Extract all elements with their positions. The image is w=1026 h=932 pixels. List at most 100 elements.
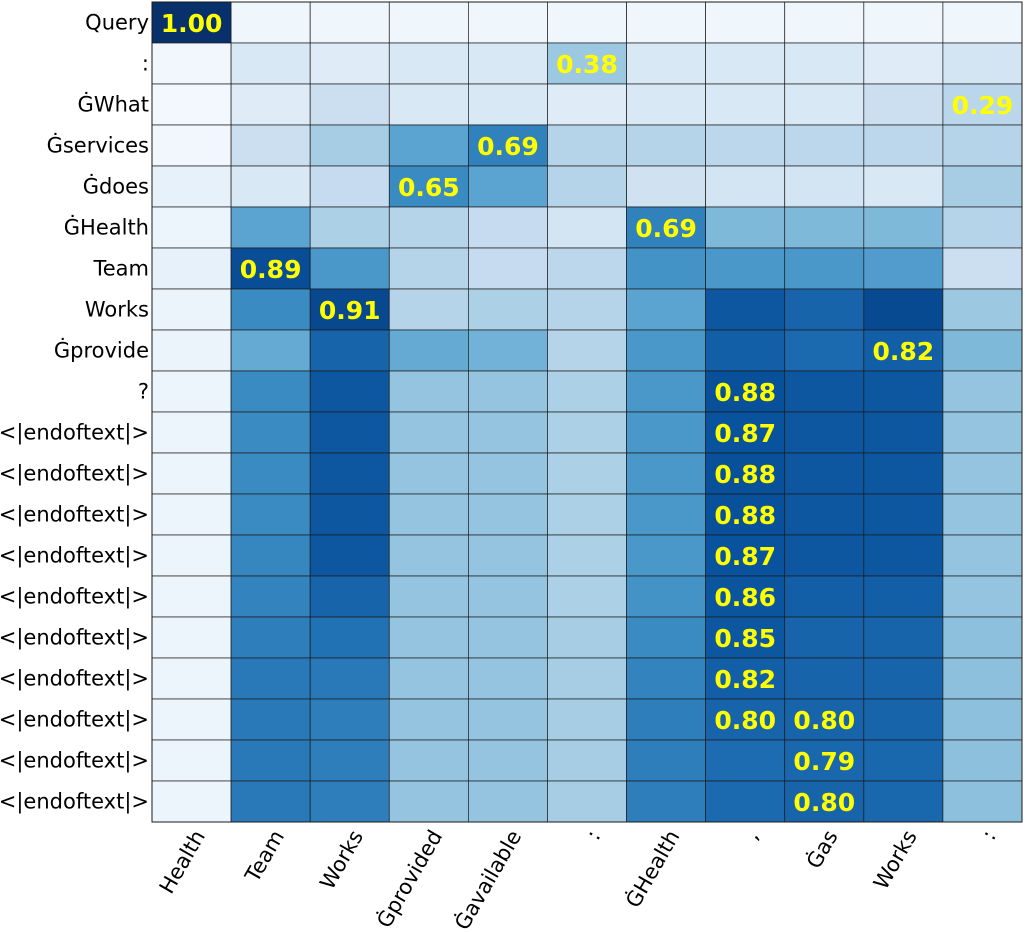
heatmap-cell: [468, 534, 548, 577]
heatmap-cell: [705, 534, 786, 577]
heatmap-cell: [942, 411, 1023, 454]
cell-value-label: 0.82: [714, 665, 776, 694]
heatmap-cell: [309, 534, 390, 577]
heatmap-cell: [863, 534, 944, 577]
heatmap-cell: [388, 780, 469, 823]
heatmap-cell: [784, 780, 865, 823]
cell-value-label: 0.80: [793, 706, 855, 735]
row-label: ?: [138, 380, 149, 404]
heatmap-cell: [863, 247, 944, 290]
heatmap-cell: [230, 288, 311, 331]
heatmap-cell: [626, 165, 706, 208]
heatmap-cell: [151, 165, 232, 208]
heatmap-cell: [151, 493, 232, 536]
heatmap-cell: [863, 411, 944, 454]
heatmap-cell: [151, 370, 232, 413]
heatmap-cell: [784, 739, 865, 782]
heatmap-cell: [547, 206, 627, 249]
heatmap-cell: [784, 657, 865, 700]
heatmap-cell: [309, 124, 390, 167]
column-label: Works: [315, 826, 368, 894]
heatmap-cell: [151, 698, 232, 741]
cell-value-label: 0.86: [714, 583, 776, 612]
heatmap-cell: [230, 370, 311, 413]
heatmap-cell: [705, 370, 786, 413]
heatmap-cell: [863, 657, 944, 700]
heatmap-cell: [547, 780, 627, 823]
row-label: Ġservices: [47, 133, 149, 158]
heatmap-cell: [547, 124, 627, 167]
heatmap-cell: [151, 206, 232, 249]
heatmap-cell: [388, 534, 469, 577]
heatmap-cell: [388, 124, 469, 167]
heatmap-cell: [468, 411, 548, 454]
cell-value-label: 0.87: [714, 542, 776, 571]
row-label: <|endoftext|>: [0, 421, 149, 446]
heatmap-cell: [151, 575, 232, 618]
heatmap-cell: [784, 206, 865, 249]
heatmap-cell: [388, 493, 469, 536]
heatmap-cell: [942, 42, 1023, 85]
cell-value-label: 0.65: [398, 173, 460, 202]
heatmap-cell: [705, 1, 786, 44]
heatmap-cell: [784, 575, 865, 618]
heatmap-cell: [230, 83, 311, 126]
heatmap-cell: [309, 657, 390, 700]
heatmap-cell: [230, 739, 311, 782]
heatmap-cell: [942, 329, 1023, 372]
column-label: Ġas: [801, 826, 843, 873]
heatmap-cell: [547, 288, 627, 331]
heatmap-cell: [705, 329, 786, 372]
heatmap-cell: [230, 780, 311, 823]
row-label: <|endoftext|>: [0, 790, 149, 815]
heatmap-cell: [388, 42, 469, 85]
heatmap-cell: [309, 780, 390, 823]
row-label: <|endoftext|>: [0, 544, 149, 569]
heatmap-cell: [309, 329, 390, 372]
heatmap-cell: [942, 534, 1023, 577]
heatmap-cell: [547, 247, 627, 290]
heatmap-cell: [151, 288, 232, 331]
row-label: :: [142, 52, 149, 76]
heatmap-cell: [388, 698, 469, 741]
heatmap-cell: [863, 42, 944, 85]
heatmap-cell: [388, 575, 469, 618]
heatmap-cell: [309, 1, 390, 44]
heatmap-cell: [784, 698, 865, 741]
heatmap-cell: [863, 493, 944, 536]
column-label: :: [977, 826, 1001, 844]
heatmap-cell: [468, 42, 548, 85]
heatmap-cell: [468, 370, 548, 413]
heatmap-cell: [784, 288, 865, 331]
heatmap-cell: [705, 739, 786, 782]
heatmap-cell: [388, 739, 469, 782]
heatmap-cell: [863, 370, 944, 413]
heatmap-cell: [151, 739, 232, 782]
heatmap-cell: [468, 83, 548, 126]
heatmap-cell: [942, 698, 1023, 741]
heatmap-cell: [230, 411, 311, 454]
heatmap-cell: [151, 657, 232, 700]
heatmap-cell: [863, 288, 944, 331]
heatmap-cell: [468, 780, 548, 823]
heatmap-cell: [151, 329, 232, 372]
heatmap-cell: [309, 575, 390, 618]
column-label: ĠHealth: [620, 826, 684, 912]
heatmap-cell: [468, 657, 548, 700]
heatmap-cell: [863, 1, 944, 44]
heatmap-cell: [468, 616, 548, 659]
heatmap-cell: [230, 616, 311, 659]
heatmap-cell: [784, 534, 865, 577]
heatmap-cell: [942, 493, 1023, 536]
heatmap-cell: [626, 329, 706, 372]
heatmap-cell: [388, 206, 469, 249]
heatmap-cell: [705, 698, 786, 741]
heatmap-cell: [863, 780, 944, 823]
heatmap-cell: [468, 452, 548, 495]
heatmap-cell: [388, 370, 469, 413]
heatmap-cell: [468, 739, 548, 782]
cell-value-label: 0.38: [556, 50, 618, 79]
cell-value-label: 0.91: [319, 296, 381, 325]
heatmap-cell: [626, 370, 706, 413]
heatmap-cell: [230, 1, 311, 44]
